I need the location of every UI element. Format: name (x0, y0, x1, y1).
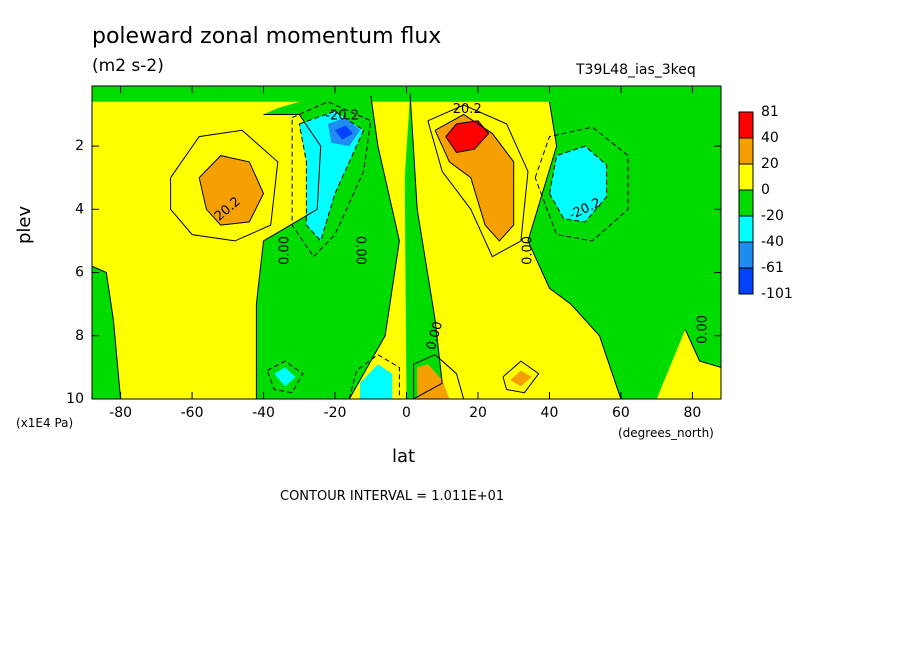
y-axis-units: (x1E4 Pa) (16, 416, 74, 430)
contour-pos10-left-outer (170, 129, 279, 242)
colorbar-label-4: -20 (761, 208, 784, 224)
x-tick-label-2: -40 (252, 405, 275, 421)
colorbar-label-3: 0 (761, 182, 770, 198)
contour-neg10-left (291, 101, 372, 258)
contour-pos10-center-bottom (413, 354, 465, 399)
contour-label-7: 0.00 (424, 320, 446, 352)
region-green-left-edge (92, 266, 121, 399)
contour-zero-contour-right (527, 101, 622, 399)
colorbar-label-0: 81 (761, 104, 779, 120)
colorbar-label-2: 20 (761, 156, 779, 172)
y-tick-label-3: 8 (75, 328, 84, 344)
region-green-center-spike (404, 93, 443, 399)
contour-label-2: 20.2 (453, 102, 482, 117)
y-tick-label-0: 2 (75, 138, 84, 154)
colorbar-label-1: 40 (761, 130, 779, 146)
x-tick-label-3: -20 (324, 405, 347, 421)
contour-interval: CONTOUR INTERVAL = 1.011E+01 (280, 489, 505, 504)
contour-neg10-left-bottom (266, 360, 304, 394)
x-axis-label: lat (392, 446, 416, 467)
chart-units: (m2 s-2) (92, 56, 164, 76)
region-red-right-core (445, 120, 489, 153)
x-tick-label-7: 60 (612, 405, 630, 421)
x-tick-label-0: -80 (109, 405, 132, 421)
contour-zero-contour-left-edge (92, 265, 122, 399)
contour-neg10-center-bottom (348, 354, 400, 399)
x-tick-label-4: 0 (402, 405, 411, 421)
contour-neg20-right (549, 145, 608, 223)
x-axis-units: (degrees_north) (618, 426, 714, 440)
filled-regions (92, 86, 721, 399)
colorbar-swatch-2 (738, 163, 754, 191)
y-tick-label-2: 6 (75, 265, 84, 281)
x-tick-label-5: 20 (469, 405, 487, 421)
colorbar-swatch-4 (738, 215, 754, 243)
y-tick-label-4: 10 (66, 391, 84, 407)
x-tick-label-1: -60 (181, 405, 204, 421)
region-orange-left-blob (199, 155, 264, 226)
contour-label-6: 0.00 (521, 236, 536, 265)
region-cyan-left-bottom-small (274, 367, 296, 387)
contour-zero-contour-spike (409, 93, 443, 399)
axes: -80 -60 -40 -20 0 20 40 60 80 2 4 6 8 10 (66, 86, 721, 421)
colorbar-label-5: -40 (761, 234, 784, 250)
contour-pos10-right-bottom-small (502, 360, 540, 394)
contour-pos40-right (445, 120, 490, 153)
region-deepblue-left-core (335, 125, 353, 140)
colorbar-swatch-6 (738, 267, 754, 295)
contour-zero-contour-left (255, 114, 322, 399)
contour-neg20-left (298, 110, 365, 242)
x-tick-label-6: 40 (541, 405, 559, 421)
region-cyan-right-blob (549, 146, 607, 222)
y-tick-label-1: 4 (75, 201, 84, 217)
colorbar-label-7: -101 (761, 286, 793, 302)
region-yellow-right-bottom (656, 329, 721, 399)
contour-neg10-right-outer (534, 126, 629, 242)
x-tick-label-8: 80 (683, 405, 701, 421)
colorbar-label-6: -61 (761, 260, 784, 276)
chart-title: poleward zonal momentum flux (92, 24, 442, 49)
contour-pos20-left (198, 155, 265, 226)
region-orange-right-bottom-small (510, 370, 532, 387)
colorbar-swatch-5 (738, 241, 754, 269)
contour-label-1: -20.2 (325, 109, 359, 124)
contour-labels: 20.2-20.2 20.2-20.20.00 0.00 0.000.00 0.00 (212, 102, 711, 351)
contour-lines (92, 93, 721, 399)
contour-zero-contour-right-bottom (684, 329, 721, 368)
colorbar-swatch-1 (738, 137, 754, 165)
colorbar: 81 40 20 0 -20 -40 -61 -101 (738, 104, 793, 302)
contour-label-8: 0.00 (696, 315, 711, 344)
contour-pos10-right-outer (427, 104, 529, 258)
colorbar-swatch-3 (738, 189, 754, 217)
run-name: T39L48_ias_3keq (576, 62, 696, 78)
contour-zero-contour-center-left (348, 95, 400, 399)
region-orange-center-bottom (417, 364, 450, 399)
contour-pos20-right (434, 113, 515, 242)
colorbar-swatch-0 (738, 111, 754, 139)
contour-label-4: 0.00 (277, 236, 292, 265)
contour-label-5: 0.00 (353, 236, 368, 265)
region-cyan-center-bottom (360, 364, 393, 399)
